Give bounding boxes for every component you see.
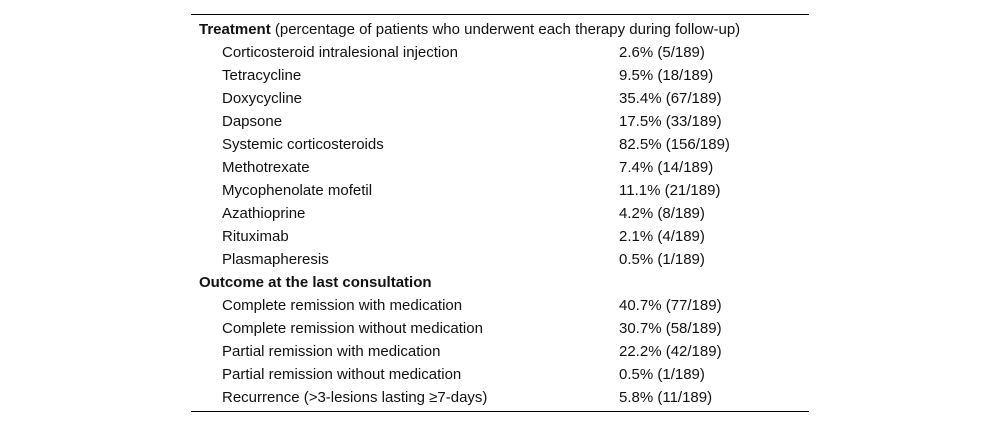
table-row: Recurrence (>3-lesions lasting ≥7-days) … <box>191 386 809 409</box>
section-title: Treatment <box>199 21 271 38</box>
row-label: Complete remission without medication <box>222 320 483 337</box>
treatment-outcome-table: Treatment (percentage of patients who un… <box>191 14 809 412</box>
table-row: Rituximab 2.1% (4/189) <box>191 225 809 248</box>
row-value: 11.1% (21/189) <box>619 182 721 199</box>
row-label: Recurrence (>3-lesions lasting ≥7-days) <box>222 389 488 406</box>
row-value: 35.4% (67/189) <box>619 90 722 107</box>
row-value: 22.2% (42/189) <box>619 343 722 360</box>
row-label: Mycophenolate mofetil <box>222 182 373 199</box>
row-value: 2.6% (5/189) <box>619 44 705 61</box>
section-subtitle: (percentage of patients who underwent ea… <box>270 21 741 38</box>
row-label: Plasmapheresis <box>222 251 329 268</box>
table-row: Partial remission with medication 22.2% … <box>191 340 809 363</box>
section-header-outcome: Outcome at the last consultation <box>191 271 809 294</box>
row-value: 40.7% (77/189) <box>619 297 722 314</box>
section-header-text: Treatment (percentage of patients who un… <box>199 18 740 41</box>
section-header-treatment: Treatment (percentage of patients who un… <box>191 18 809 41</box>
row-value: 82.5% (156/189) <box>619 136 730 153</box>
row-label: Systemic corticosteroids <box>222 136 384 153</box>
row-label: Partial remission with medication <box>222 343 441 360</box>
row-value: 30.7% (58/189) <box>619 320 722 337</box>
row-label: Partial remission without medication <box>222 366 462 383</box>
table-row: Mycophenolate mofetil 11.1% (21/189) <box>191 179 809 202</box>
table-row: Complete remission without medication 30… <box>191 317 809 340</box>
table-row: Systemic corticosteroids 82.5% (156/189) <box>191 133 809 156</box>
row-value: 7.4% (14/189) <box>619 159 714 176</box>
table-row: Plasmapheresis 0.5% (1/189) <box>191 248 809 271</box>
table-row: Partial remission without medication 0.5… <box>191 363 809 386</box>
row-value: 2.1% (4/189) <box>619 228 705 245</box>
table-row: Corticosteroid intralesional injection 2… <box>191 41 809 64</box>
row-label: Dapsone <box>222 113 283 130</box>
row-value: 5.8% (11/189) <box>619 389 713 406</box>
table-row: Dapsone 17.5% (33/189) <box>191 110 809 133</box>
table-row: Doxycycline 35.4% (67/189) <box>191 87 809 110</box>
section-title: Outcome at the last consultation <box>199 274 432 291</box>
row-label: Rituximab <box>222 228 289 245</box>
table-row: Tetracycline 9.5% (18/189) <box>191 64 809 87</box>
row-value: 4.2% (8/189) <box>619 205 705 222</box>
row-label: Azathioprine <box>222 205 306 222</box>
row-value: 17.5% (33/189) <box>619 113 722 130</box>
row-value: 0.5% (1/189) <box>619 366 705 383</box>
row-value: 9.5% (18/189) <box>619 67 714 84</box>
row-label: Corticosteroid intralesional injection <box>222 44 458 61</box>
table-row: Complete remission with medication 40.7%… <box>191 294 809 317</box>
table-row: Azathioprine 4.2% (8/189) <box>191 202 809 225</box>
row-label: Doxycycline <box>222 90 303 107</box>
table-row: Methotrexate 7.4% (14/189) <box>191 156 809 179</box>
row-label: Tetracycline <box>222 67 302 84</box>
row-label: Methotrexate <box>222 159 310 176</box>
row-label: Complete remission with medication <box>222 297 463 314</box>
row-value: 0.5% (1/189) <box>619 251 705 268</box>
section-header-text: Outcome at the last consultation <box>199 271 432 294</box>
